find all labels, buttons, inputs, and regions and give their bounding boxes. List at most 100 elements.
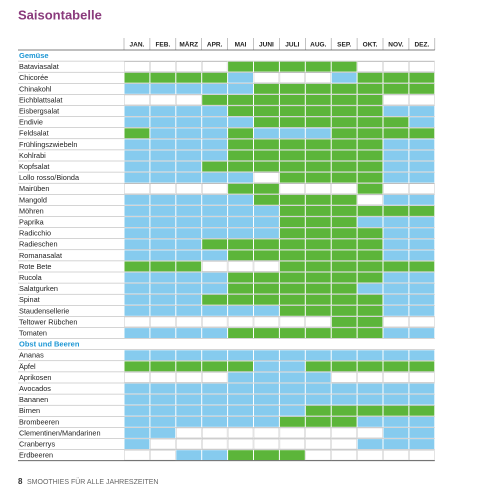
season-cell bbox=[254, 416, 279, 427]
season-cell bbox=[409, 61, 435, 72]
season-cell bbox=[201, 316, 228, 328]
season-cell bbox=[202, 217, 228, 227]
season-cell bbox=[305, 206, 331, 216]
season-cell bbox=[124, 117, 150, 128]
season-cell bbox=[150, 372, 176, 383]
season-cell bbox=[254, 239, 279, 250]
season-cell bbox=[176, 283, 202, 294]
season-cell bbox=[383, 294, 409, 305]
season-cell bbox=[176, 239, 202, 250]
season-cell bbox=[201, 372, 228, 383]
season-cell bbox=[124, 439, 150, 449]
season-cell bbox=[124, 372, 150, 383]
season-cell bbox=[279, 416, 305, 427]
season-cell bbox=[331, 294, 357, 305]
season-cell bbox=[228, 106, 253, 116]
season-cell bbox=[228, 328, 253, 338]
season-cell bbox=[176, 117, 202, 128]
season-cell bbox=[202, 328, 228, 338]
season-cell bbox=[357, 283, 383, 294]
season-cell bbox=[176, 361, 202, 372]
season-cell bbox=[228, 172, 253, 183]
season-cell bbox=[202, 95, 228, 105]
season-cell bbox=[150, 438, 176, 450]
season-cell bbox=[331, 239, 357, 250]
season-cell bbox=[228, 250, 253, 261]
season-cell bbox=[409, 450, 435, 461]
season-cell bbox=[150, 405, 176, 416]
season-cell bbox=[305, 261, 331, 272]
season-cell bbox=[124, 106, 150, 116]
season-cell bbox=[279, 228, 305, 239]
season-cell bbox=[228, 128, 253, 139]
season-cell bbox=[228, 350, 253, 361]
title: Saisontabelle bbox=[18, 7, 102, 22]
season-cell bbox=[409, 383, 435, 394]
season-cell bbox=[331, 328, 357, 338]
season-cell bbox=[383, 217, 409, 227]
season-cell bbox=[279, 350, 305, 361]
season-cell bbox=[254, 206, 279, 216]
season-cell bbox=[124, 416, 150, 427]
season-cell bbox=[150, 128, 176, 139]
season-cell bbox=[357, 372, 383, 383]
season-cell bbox=[254, 305, 279, 316]
season-cell bbox=[305, 217, 331, 227]
season-cell bbox=[150, 61, 176, 72]
season-cell bbox=[357, 361, 383, 372]
item-name: Spinat bbox=[19, 295, 40, 304]
season-cell bbox=[357, 172, 383, 183]
season-cell bbox=[331, 450, 357, 461]
item-name: Clementinen/Mandarinen bbox=[19, 428, 101, 437]
season-cell bbox=[383, 261, 409, 272]
season-cell bbox=[254, 405, 279, 416]
season-cell bbox=[357, 394, 383, 405]
month-label: APR. bbox=[207, 42, 223, 49]
season-cell bbox=[202, 394, 228, 405]
season-cell bbox=[383, 61, 409, 72]
season-cell bbox=[357, 139, 383, 150]
season-cell bbox=[305, 328, 331, 338]
season-cell bbox=[279, 172, 305, 183]
season-cell bbox=[124, 305, 150, 316]
season-cell bbox=[228, 228, 253, 239]
season-cell bbox=[331, 361, 357, 372]
season-cell bbox=[202, 117, 228, 128]
season-cell bbox=[331, 405, 357, 416]
item-name: Bataviasalat bbox=[19, 62, 59, 71]
season-cell bbox=[305, 416, 331, 427]
season-cell bbox=[228, 272, 253, 283]
season-cell bbox=[176, 405, 202, 416]
season-cell bbox=[124, 405, 150, 416]
item-name: Radieschen bbox=[19, 240, 58, 249]
season-cell bbox=[409, 194, 435, 205]
season-cell bbox=[150, 450, 176, 461]
season-cell bbox=[254, 272, 279, 283]
season-cell bbox=[383, 83, 409, 94]
season-cell bbox=[176, 72, 202, 83]
season-cell bbox=[383, 428, 409, 438]
season-cell bbox=[279, 361, 305, 372]
season-cell bbox=[176, 261, 202, 272]
season-cell bbox=[124, 194, 150, 205]
month-label: MÄRZ bbox=[179, 41, 198, 49]
season-cell bbox=[383, 350, 409, 361]
item-name: Möhren bbox=[19, 206, 44, 215]
season-cell bbox=[254, 139, 279, 150]
season-cell bbox=[331, 106, 357, 116]
season-cell bbox=[228, 183, 253, 194]
season-cell bbox=[201, 183, 228, 194]
season-cell bbox=[305, 83, 331, 94]
season-cell bbox=[279, 450, 305, 461]
season-cell bbox=[124, 450, 150, 461]
season-cell bbox=[176, 150, 202, 161]
item-name: Lollo rosso/Bionda bbox=[19, 173, 80, 182]
item-name: Chicorée bbox=[19, 73, 48, 82]
season-cell bbox=[176, 316, 202, 328]
season-cell bbox=[124, 283, 150, 294]
season-cell bbox=[305, 305, 331, 316]
season-cell bbox=[228, 416, 253, 427]
season-cell bbox=[357, 83, 383, 94]
season-cell bbox=[357, 95, 383, 105]
season-cell bbox=[176, 94, 202, 106]
